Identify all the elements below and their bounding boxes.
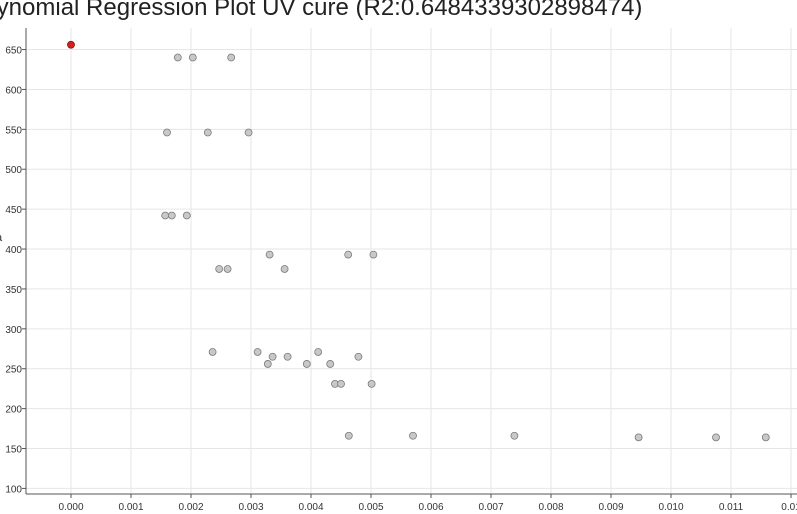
data-point [244,128,253,137]
x-tick-label: 0.008 [538,502,563,513]
data-point [302,360,311,368]
x-tick-label: 0.009 [598,502,623,513]
data-point [280,265,289,273]
data-point [167,211,176,220]
y-tick-label: 100 [5,484,22,495]
data-point [344,431,353,440]
data-point [188,53,197,62]
x-tick-label: 0.011 [719,502,744,513]
data-point [314,348,323,356]
data-point [761,433,770,442]
y-tick-label: 600 [5,85,22,96]
data-point [223,265,232,273]
axes [22,28,797,498]
y-tick-label: 300 [5,325,22,336]
x-tick-label: 0.003 [238,502,263,513]
data-point [344,250,353,259]
data-point [182,211,191,220]
x-tick-label: 0.001 [118,502,143,513]
data-point [510,431,519,440]
data-points [67,40,770,442]
x-tick-label: 0.000 [58,502,83,513]
x-tick-label: 0.002 [178,502,203,513]
data-point [337,379,345,388]
y-tick-label: 550 [5,125,22,136]
x-tick-label: 0.005 [358,502,383,513]
x-tick-label: 0.007 [478,502,503,513]
data-point [208,348,217,356]
data-point [268,352,277,361]
x-tick-label: 0.006 [418,502,443,513]
data-point [253,348,262,356]
y-tick-label: 250 [5,365,22,376]
x-tick-label: 0.01 [781,502,797,513]
y-tick-label: 150 [5,445,22,456]
y-axis-label: a [0,232,2,244]
x-tick-label: 0.010 [658,502,683,513]
data-point [369,250,378,259]
data-point [634,433,643,442]
y-tick-label: 450 [5,205,22,216]
data-point [263,360,272,368]
highlighted-data-point [67,40,75,49]
data-point [215,265,224,273]
y-tick-label: 500 [5,165,22,176]
data-point [227,53,236,62]
data-point [326,360,335,368]
y-tick-label: 400 [5,245,22,256]
data-point [173,53,182,62]
data-point [203,128,212,137]
y-tick-label: 650 [5,46,22,57]
grid-lines [26,28,797,494]
data-point [354,352,363,361]
tick-labels: 100 150 200 250 300 350 400 450 500 550 600 650 0.00… [5,46,797,513]
y-tick-label: 200 [5,405,22,416]
data-point [161,211,170,220]
y-tick-label: 350 [5,285,22,296]
chart-title: olynomial Regression Plot UV cure (R2:0.… [0,0,643,21]
data-point [367,379,376,388]
data-point [283,352,292,361]
data-point [409,431,417,440]
data-point [163,128,171,137]
data-point [712,433,720,442]
data-point [265,250,274,259]
x-tick-label: 0.004 [298,502,323,513]
